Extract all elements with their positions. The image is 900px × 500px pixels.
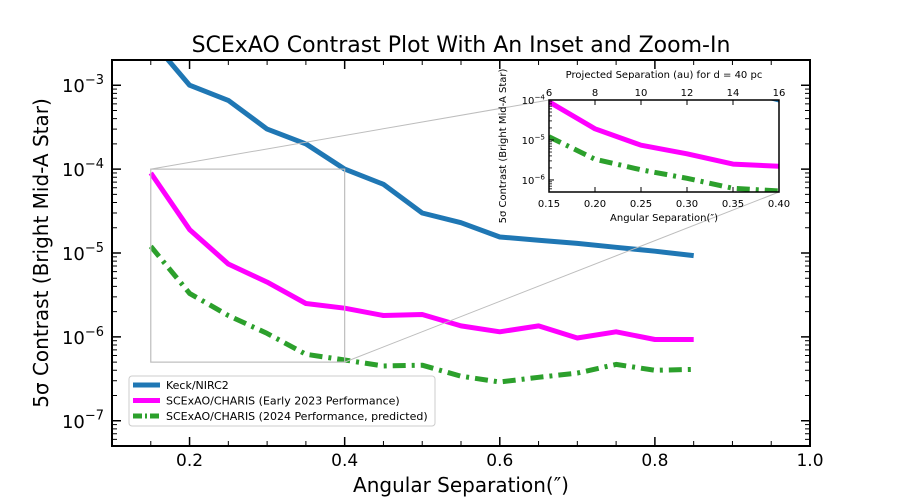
series-line-0 [164, 60, 694, 259]
zoom-connector-lines [150, 99, 780, 363]
zoom-connector-bottom [344, 191, 780, 363]
x-tick-label: 0.8 [641, 451, 668, 471]
y-tick-label: 10−4 [62, 157, 104, 181]
inset-plot-area: 0.15 0.20 0.25 0.30 0.35 0.40 6 8 10 12 14 16 10−6 10… [498, 69, 790, 224]
zoom-region-box [150, 168, 346, 363]
legend-box [128, 375, 436, 427]
zoom-connector-top [150, 99, 550, 170]
x-tick-label: 0.6 [486, 451, 513, 471]
inset-x-tick-label: 0.15 [538, 199, 560, 210]
legend-entry-2: SCExAO/CHARIS (2024 Performance, predict… [166, 410, 428, 423]
inset-series-line-1 [549, 100, 779, 169]
y-tick-label: 10−5 [62, 241, 104, 265]
inset-series-line-2 [549, 134, 779, 192]
inset-x-tick-label: 0.30 [676, 199, 698, 210]
inset-x-tick-label: 0.40 [768, 199, 790, 210]
y-tick-label: 10−6 [62, 325, 104, 349]
chart-title: SCExAO Contrast Plot With An Inset and Z… [192, 33, 731, 58]
inset-top-tick-label: 8 [592, 88, 598, 99]
inset-top-tick-label: 14 [727, 88, 740, 99]
series-line-1 [148, 171, 694, 342]
inset-background [549, 100, 779, 192]
legend-entry-0: Keck/NIRC2 [166, 379, 229, 392]
inset-top-tick-label: 6 [546, 88, 552, 99]
legend-entry-1: SCExAO/CHARIS (Early 2023 Performance) [166, 395, 400, 408]
series-line-2 [148, 244, 694, 385]
inset-y-tick-label: 10−4 [522, 93, 546, 108]
inset-top-tick-label: 16 [773, 88, 786, 99]
main-plot-area: 0.2 0.4 0.6 0.8 1.0 10−7 10−6 10−5 10−4 10−3 [62, 59, 824, 471]
inset-y-tick-label: 10−5 [522, 132, 545, 147]
y-tick-label: 10−3 [62, 73, 104, 97]
inset-top-tick-label: 12 [681, 88, 694, 99]
inset-y-axis-label: 5σ Contrast (Bright Mid-A Star) [498, 69, 509, 224]
inset-top-axis-label: Projected Separation (au) for d = 40 pc [566, 70, 763, 81]
inset-x-tick-label: 0.20 [584, 199, 606, 210]
x-tick-label: 0.4 [331, 451, 358, 471]
y-axis-label: 5σ Contrast (Bright Mid-A Star) [29, 98, 53, 408]
x-axis-label: Angular Separation(″) [353, 473, 569, 497]
legend: Keck/NIRC2 SCExAO/CHARIS (Early 2023 Perf… [128, 375, 436, 427]
x-tick-label: 0.2 [176, 451, 203, 471]
inset-top-tick-label: 10 [635, 88, 648, 99]
inset-y-tick-label: 10−6 [522, 172, 546, 187]
inset-x-axis-label: Angular Separation(″) [610, 213, 718, 224]
inset-x-tick-label: 0.25 [630, 199, 652, 210]
inset-x-tick-label: 0.35 [722, 199, 744, 210]
x-tick-label: 1.0 [796, 451, 823, 471]
y-tick-label: 10−7 [62, 409, 104, 433]
